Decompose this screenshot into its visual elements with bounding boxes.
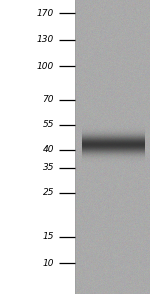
Text: 130: 130 [37,35,54,44]
Text: 10: 10 [42,259,54,268]
Text: 35: 35 [42,163,54,172]
Text: 40: 40 [42,146,54,154]
Text: 15: 15 [42,232,54,241]
Text: 100: 100 [37,62,54,71]
Text: 70: 70 [42,96,54,104]
Text: 25: 25 [42,188,54,197]
Text: 170: 170 [37,9,54,18]
Text: 55: 55 [42,121,54,129]
